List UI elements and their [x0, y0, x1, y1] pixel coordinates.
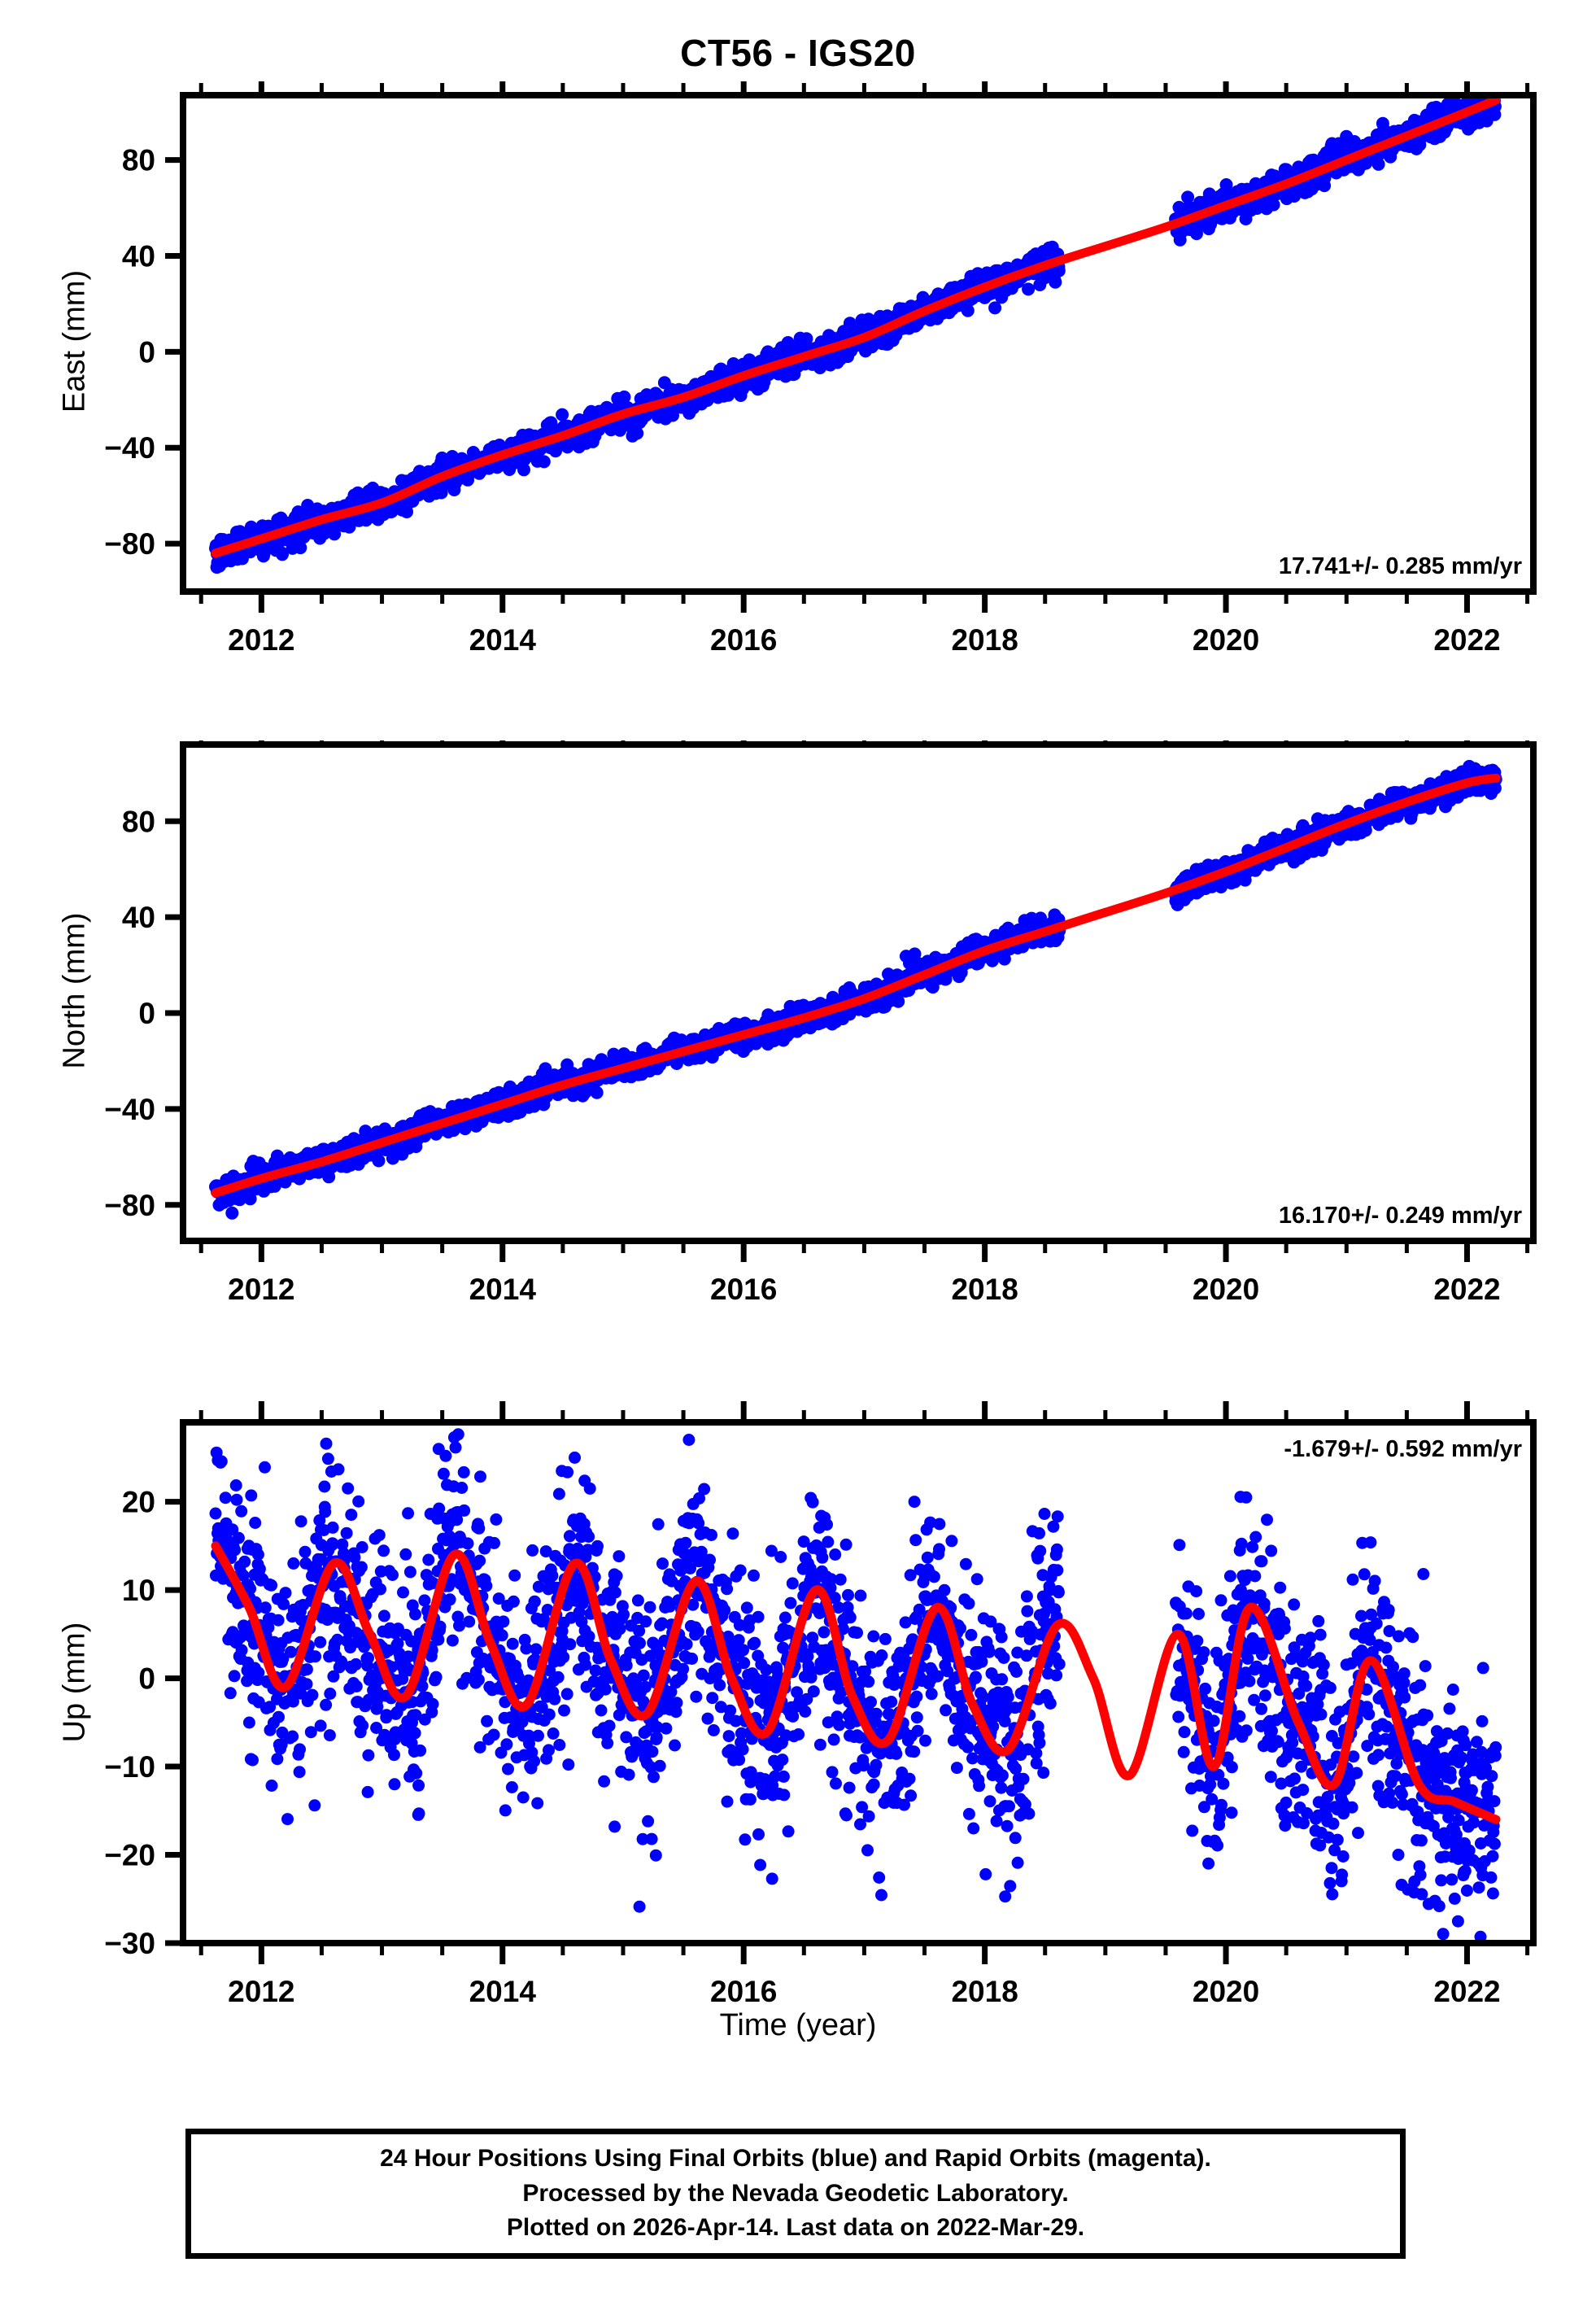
y-tick-label: −80 [104, 1189, 155, 1222]
panel-east: 80 40 0 −40 −80 2012 2014 2016 2018 2020 2022 17.74… [0, 81, 1596, 651]
x-tick-label: 2022 [1433, 1273, 1500, 1306]
caption-line-3: Plotted on 2026-Apr-14. Last data on 202… [506, 2214, 1085, 2242]
data-layer [209, 759, 1502, 1220]
x-tick-label: 2020 [1193, 623, 1259, 651]
y-tick-label: −10 [104, 1750, 155, 1784]
x-tick-label: 2022 [1433, 1975, 1500, 2008]
x-tick-label: 2020 [1193, 1273, 1259, 1306]
y-tick-label: 0 [138, 335, 155, 369]
y-tick-label: −40 [104, 431, 155, 465]
x-tick-label: 2014 [469, 1975, 537, 2008]
x-tick-label: 2016 [710, 1975, 777, 2008]
model-curve-east [211, 95, 1501, 558]
rate-annotation-east: 17.741+/- 0.285 mm/yr [1279, 553, 1522, 579]
panel-north: 80 40 0 −40 −80 2012 2014 2016 2018 2020 2022 16.17… [0, 740, 1596, 1310]
x-tick-label: 2014 [469, 623, 537, 651]
y-tick-label: −40 [104, 1093, 155, 1126]
y-tick-label: −30 [104, 1927, 155, 1960]
y-tick-label: 80 [122, 144, 155, 177]
x-tick-label: 2018 [951, 1975, 1018, 2008]
x-tick-label: 2012 [228, 1975, 294, 2008]
model-curve-up [211, 1541, 1501, 1824]
x-tick-label: 2012 [228, 1273, 294, 1306]
x-tick-label: 2018 [951, 623, 1018, 651]
axis-label-east: East (mm) [57, 269, 92, 413]
panel-up: 20 10 0 −10 −20 −30 2012 2014 2016 2018 2020 2022 -1… [0, 1400, 1596, 2018]
plot-frame [180, 1419, 1537, 1946]
model-curve-north [211, 773, 1501, 1198]
page-title: CT56 - IGS20 [680, 32, 916, 74]
plot-frame [180, 741, 1537, 1244]
y-tick-label: −20 [104, 1839, 155, 1872]
x-tick-label: 2016 [710, 623, 777, 651]
data-layer [209, 1428, 1502, 1943]
y-tick-label: 80 [122, 805, 155, 838]
axis-label-up: Up (mm) [57, 1622, 92, 1743]
axis-label-time: Time (year) [719, 2008, 877, 2042]
plot-east: 80 40 0 −40 −80 2012 2014 2016 2018 2020 2022 17.74… [104, 81, 1537, 651]
plot-frame [180, 92, 1537, 595]
caption-line-1: 24 Hour Positions Using Final Orbits (bl… [380, 2145, 1211, 2173]
y-tick-label: 0 [138, 1662, 155, 1696]
plot-north: 80 40 0 −40 −80 2012 2014 2016 2018 2020 2022 16.17… [104, 740, 1537, 1306]
x-tick-label: 2018 [951, 1273, 1018, 1306]
axis-label-north: North (mm) [57, 912, 92, 1069]
y-tick-label: 0 [138, 997, 155, 1030]
x-tick-label: 2020 [1193, 1975, 1259, 2008]
rate-annotation-north: 16.170+/- 0.249 mm/yr [1279, 1203, 1522, 1229]
y-tick-label: 40 [122, 901, 155, 934]
y-tick-label: 40 [122, 239, 155, 273]
rate-annotation-up: -1.679+/- 0.592 mm/yr [1284, 1436, 1522, 1462]
x-tick-label: 2014 [469, 1273, 537, 1306]
caption-box: 24 Hour Positions Using Final Orbits (bl… [185, 2129, 1406, 2259]
x-tick-label: 2012 [228, 623, 294, 651]
x-tick-label: 2022 [1433, 623, 1500, 651]
data-layer [209, 95, 1502, 574]
y-tick-label: 10 [122, 1574, 155, 1607]
caption-line-2: Processed by the Nevada Geodetic Laborat… [522, 2179, 1069, 2207]
y-tick-label: 20 [122, 1486, 155, 1519]
y-tick-label: −80 [104, 527, 155, 561]
plot-up: 20 10 0 −10 −20 −30 2012 2014 2016 2018 2020 2022 -1… [104, 1401, 1537, 2008]
x-tick-label: 2016 [710, 1273, 777, 1306]
